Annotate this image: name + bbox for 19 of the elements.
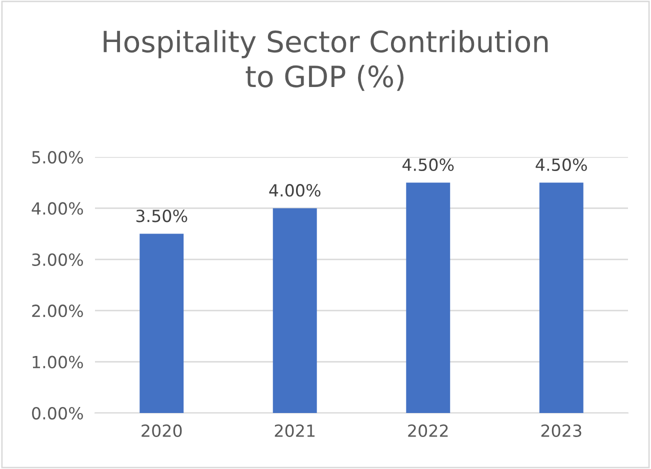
y-tick-label: 0.00% [32, 406, 83, 420]
x-tick-label: 2022 [408, 424, 448, 438]
chart-title: Hospitality Sector Contribution to GDP (%) [104, 30, 548, 91]
bar [539, 182, 584, 413]
x-tick-label: 2021 [274, 424, 315, 438]
bar [140, 234, 184, 413]
data-label: 4.50% [402, 158, 454, 172]
data-label: 3.50% [136, 210, 188, 222]
bar [272, 208, 317, 413]
x-tick-label: 2023 [541, 424, 582, 438]
x-tick-label: 2020 [142, 424, 182, 438]
bar [406, 182, 450, 413]
data-label: 4.50% [536, 158, 587, 172]
y-tick-label: 2.00% [32, 304, 83, 318]
y-tick-label: 1.00% [32, 356, 83, 368]
data-label: 4.00% [269, 184, 320, 197]
y-tick-label: 5.00% [32, 150, 83, 164]
y-tick-label: 3.00% [32, 253, 83, 266]
y-tick-label: 4.00% [32, 202, 83, 215]
